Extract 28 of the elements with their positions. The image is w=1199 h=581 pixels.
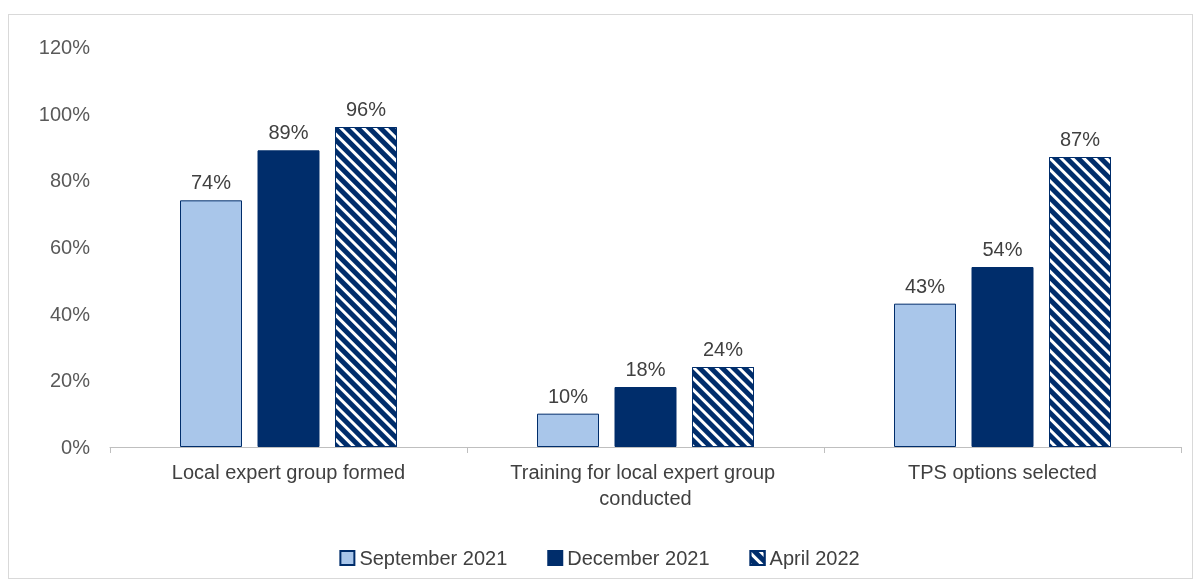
bar: [537, 413, 599, 447]
text: 74%: [190, 171, 232, 194]
legend-label: April 2022: [769, 547, 860, 569]
x-tick-label: TPS options selected: [908, 461, 1097, 483]
legend-label: December 2021: [567, 547, 710, 569]
text: 18%: [625, 358, 666, 380]
y-tick-label: 40%: [49, 302, 91, 325]
x-tick-label: Training for local expert group conducted: [510, 461, 781, 509]
text: 10%: [547, 384, 589, 407]
legend-label: September 2021: [359, 547, 508, 569]
y-tick-label: 20%: [49, 369, 91, 392]
y-tick-label: 60%: [49, 236, 91, 258]
text: 24%: [702, 338, 744, 360]
text: 89%: [268, 121, 309, 144]
bar: [257, 150, 320, 447]
bar: [614, 387, 677, 447]
y-tick-label: 80%: [49, 169, 91, 192]
y-tick-label: 120%: [38, 36, 91, 58]
text: 96%: [345, 98, 387, 120]
y-tick-label: 0%: [61, 436, 91, 458]
y-tick-label: 100%: [38, 102, 91, 125]
bar: [180, 200, 242, 447]
text: 54%: [982, 238, 1023, 260]
bar: [894, 303, 956, 447]
x-tick-label: Local expert group formed: [171, 461, 406, 483]
text: 87%: [1059, 128, 1101, 150]
text: 43%: [904, 274, 946, 297]
bar: [971, 267, 1034, 447]
